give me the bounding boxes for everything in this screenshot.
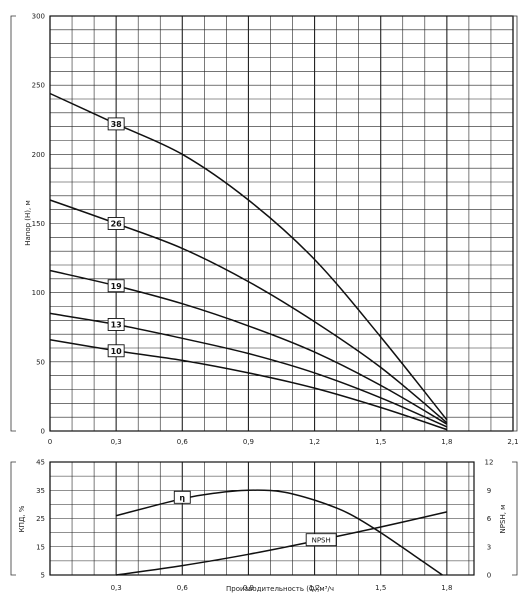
x-tick-label: 0,3 [111,584,122,592]
curve-label-10: 10 [111,347,123,356]
x-tick-label: 1,8 [441,438,452,446]
x-tick-label: 0,6 [177,584,189,592]
x-tick-label: 0,9 [243,438,254,446]
curve-label-38: 38 [111,120,123,129]
y-axis-label-left: КПД, % [18,505,26,532]
curve-label-26: 26 [111,220,123,229]
y-tick-label-left: 15 [36,543,45,551]
x-tick-label: 1,5 [375,584,386,592]
x-tick-label: 1,2 [309,584,320,592]
y-tick-label: 200 [32,151,45,159]
x-tick-label: 0 [48,438,52,446]
efficiency-label-box [173,490,191,504]
top-left-bracket [10,15,16,432]
npsh-label-box [305,533,337,547]
y-tick-label-right: 3 [487,543,491,551]
y-axis-label-right: NPSH, м [499,505,507,534]
y-axis-label: Напор (Н), м [24,200,32,246]
y-tick-label-left: 25 [36,515,45,523]
y-tick-label: 100 [32,289,45,297]
x-tick-label: 1,2 [309,438,320,446]
curve-efficiency [115,489,443,576]
x-tick-label: 0,3 [111,438,122,446]
npsh-label: NPSH [312,537,331,545]
curve-label-13: 13 [111,320,122,329]
x-tick-label: 1,8 [441,584,452,592]
y-tick-label: 0 [41,428,45,436]
curve-label-box [107,344,125,358]
x-tick-label: 0,6 [177,438,189,446]
curve-label-box [107,117,125,131]
top-right-bracket [512,15,518,432]
x-tick-label: 0,9 [243,584,254,592]
bottom-left-bracket [10,461,16,576]
x-axis-label: Производительность (Q),м³/ч [226,585,334,593]
x-tick-label: 1,5 [375,438,386,446]
curve-label-box [107,318,125,331]
y-tick-label-left: 5 [41,572,45,580]
y-tick-label-left: 45 [36,459,45,467]
top-plot-frame [49,15,514,432]
efficiency-label: η [179,493,185,502]
bottom-plot-frame [49,461,475,576]
y-tick-label-right: 6 [487,515,492,523]
y-tick-label: 300 [32,13,45,21]
y-tick-label: 50 [36,358,45,366]
bottom-right-bracket [512,461,518,576]
y-tick-label-right: 9 [487,487,491,495]
y-tick-label-right: 12 [485,459,494,467]
curve-npsh [115,511,448,576]
curve-label-box [107,279,125,293]
y-tick-label: 250 [32,82,45,90]
curve-label-box [107,217,125,230]
x-tick-label: 2,1 [507,438,518,446]
y-tick-label-right: 0 [487,572,491,580]
curve-label-19: 19 [111,282,123,291]
y-tick-label-left: 35 [36,487,45,495]
y-tick-label: 150 [32,220,45,228]
